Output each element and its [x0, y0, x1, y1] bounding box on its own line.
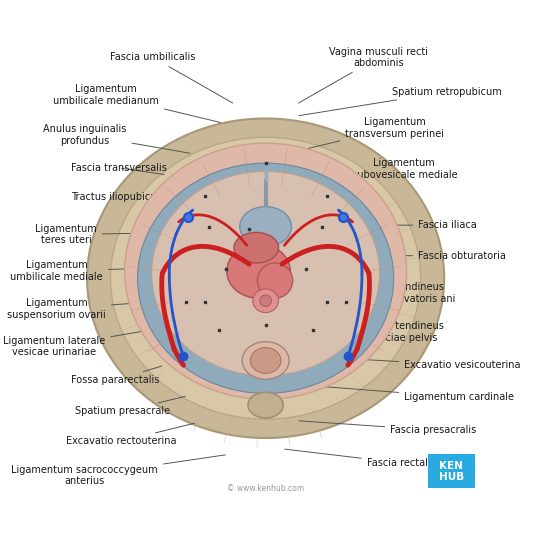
Text: Ligamentum
umbilicale medianum: Ligamentum umbilicale medianum	[53, 84, 221, 123]
Ellipse shape	[138, 163, 394, 393]
Ellipse shape	[248, 392, 283, 418]
Ellipse shape	[253, 289, 279, 312]
Text: Fascia presacralis: Fascia presacralis	[299, 421, 477, 435]
Text: Fossa pararectalis: Fossa pararectalis	[70, 366, 162, 385]
Ellipse shape	[242, 342, 289, 379]
Ellipse shape	[240, 207, 292, 247]
Text: Ligamentum cardinale: Ligamentum cardinale	[322, 386, 514, 402]
Text: Ligamentum laterale
vesicae urinariae: Ligamentum laterale vesicae urinariae	[3, 330, 148, 357]
Text: © www.kenhub.com: © www.kenhub.com	[227, 484, 304, 493]
FancyBboxPatch shape	[428, 455, 475, 488]
Ellipse shape	[110, 138, 421, 419]
Ellipse shape	[87, 118, 444, 438]
Text: Arcus tendineus
fasciae pelvis: Arcus tendineus fasciae pelvis	[346, 321, 443, 343]
Text: Fascia iliaca: Fascia iliaca	[360, 220, 477, 230]
Text: Ligamentum
umbilicale mediale: Ligamentum umbilicale mediale	[10, 261, 166, 282]
Text: Vagina musculi recti
abdominis: Vagina musculi recti abdominis	[298, 46, 428, 103]
Text: Fascia umbilicalis: Fascia umbilicalis	[110, 52, 233, 103]
Text: Ligamentum
teres uteri: Ligamentum teres uteri	[35, 224, 171, 245]
Ellipse shape	[257, 263, 293, 298]
Ellipse shape	[125, 143, 407, 399]
Text: KEN
HUB: KEN HUB	[439, 461, 464, 482]
Text: Ligamentum
transversum perinei: Ligamentum transversum perinei	[308, 117, 445, 148]
Ellipse shape	[234, 232, 279, 263]
Text: Fascia rectalis: Fascia rectalis	[285, 449, 435, 468]
Text: Spatium presacrale: Spatium presacrale	[75, 397, 185, 416]
Text: Excavatio vesicouterina: Excavatio vesicouterina	[341, 358, 521, 370]
Text: Tractus iliopubicus: Tractus iliopubicus	[70, 192, 165, 202]
Ellipse shape	[260, 295, 271, 306]
Text: Anulus inguinalis
profundus: Anulus inguinalis profundus	[43, 124, 190, 154]
Text: Ligamentum
pubovesicale mediale: Ligamentum pubovesicale mediale	[318, 158, 457, 180]
Text: Ligamentum sacrococcygeum
anterius: Ligamentum sacrococcygeum anterius	[11, 455, 225, 487]
Text: Excavatio rectouterina: Excavatio rectouterina	[66, 423, 195, 446]
Ellipse shape	[152, 171, 379, 376]
Text: Spatium retropubicum: Spatium retropubicum	[299, 87, 502, 116]
Text: Fascia obturatoria: Fascia obturatoria	[362, 251, 506, 261]
Text: Ligamentum
suspensorium ovarii: Ligamentum suspensorium ovarii	[7, 298, 152, 320]
Ellipse shape	[227, 244, 290, 298]
Text: Arcus tendineus
musculi levatoris ani: Arcus tendineus musculi levatoris ani	[348, 282, 455, 304]
Text: Fascia transversalis: Fascia transversalis	[70, 163, 166, 174]
Ellipse shape	[255, 243, 276, 262]
Ellipse shape	[251, 348, 281, 374]
